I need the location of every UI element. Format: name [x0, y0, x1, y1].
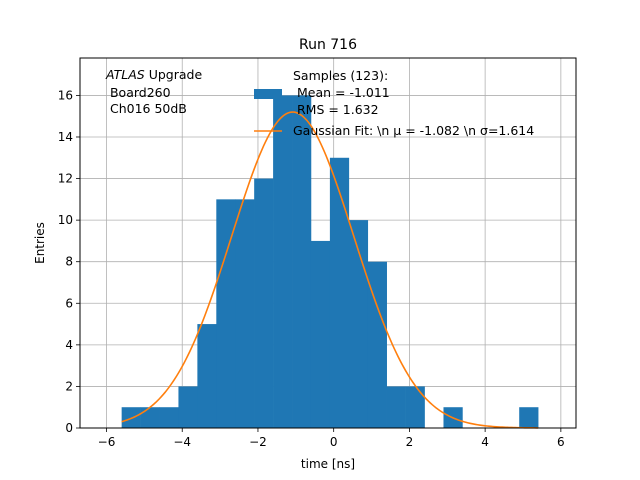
- histogram-bar: [519, 407, 539, 428]
- histogram-bar: [178, 386, 198, 428]
- x-tick-label: 2: [406, 435, 414, 449]
- y-tick-label: 10: [58, 213, 73, 227]
- y-tick-label: 12: [58, 172, 73, 186]
- x-axis-ticks: −6 −4 −2 0 2 4 6: [98, 428, 565, 449]
- x-tick-label: −2: [249, 435, 267, 449]
- histogram-bar: [292, 95, 312, 428]
- y-tick-label: 14: [58, 130, 73, 144]
- x-tick-label: −6: [98, 435, 116, 449]
- plot-frame: [79, 57, 577, 429]
- x-tick-label: 0: [330, 435, 338, 449]
- x-tick-label: 4: [481, 435, 489, 449]
- annotation-atlas: ATLAS: [105, 67, 145, 82]
- histogram-bar: [254, 178, 274, 428]
- histogram-bar: [310, 240, 331, 428]
- histogram-bar: [367, 261, 387, 428]
- histogram-bar: [329, 157, 350, 429]
- annotation-line-1: ATLAS Upgrade: [105, 67, 202, 82]
- histogram-bar: [273, 95, 293, 428]
- fit-curve-layer: [121, 111, 539, 429]
- histogram-bar: [235, 199, 255, 428]
- legend-hist-line-1: Samples (123):: [293, 68, 388, 83]
- legend: Samples (123): Mean = -1.011 RMS = 1.632…: [254, 68, 534, 138]
- y-tick-label: 16: [58, 88, 73, 102]
- gaussian-fit-curve: [121, 111, 539, 429]
- annotation-line-3: Ch016 50dB: [106, 101, 187, 116]
- legend-hist-line-3: RMS = 1.632: [293, 102, 379, 117]
- histogram-bar: [216, 199, 236, 428]
- histogram-bar: [140, 407, 160, 428]
- x-tick-label: 6: [557, 435, 565, 449]
- y-axis-label: Entries: [33, 222, 47, 264]
- histogram-bar: [159, 407, 179, 428]
- y-tick-label: 8: [65, 255, 73, 269]
- y-tick-label: 2: [65, 379, 73, 393]
- legend-hist-swatch: [254, 89, 282, 99]
- y-tick-label: 4: [65, 338, 73, 352]
- y-tick-label: 0: [65, 421, 73, 435]
- histogram-bar: [348, 220, 369, 428]
- histogram-bar: [405, 386, 425, 428]
- y-axis-ticks: 0 2 4 6 8 10 12 14 16: [58, 88, 80, 435]
- histogram-bar: [386, 386, 406, 428]
- chart-title: Run 716: [299, 37, 357, 53]
- annotation-line-2: Board260: [106, 85, 171, 100]
- annotation-upgrade: Upgrade: [145, 67, 203, 82]
- x-axis-label: time [ns]: [301, 457, 355, 471]
- x-tick-label: −4: [173, 435, 191, 449]
- legend-hist-line-2: Mean = -1.011: [293, 85, 390, 100]
- histogram-bars: [121, 95, 539, 429]
- histogram-bar: [197, 324, 217, 428]
- annotation-box: ATLAS Upgrade Board260 Ch016 50dB: [105, 67, 202, 116]
- y-tick-label: 6: [65, 296, 73, 310]
- legend-fit-label: Gaussian Fit: \n μ = -1.082 \n σ=1.614: [293, 123, 534, 138]
